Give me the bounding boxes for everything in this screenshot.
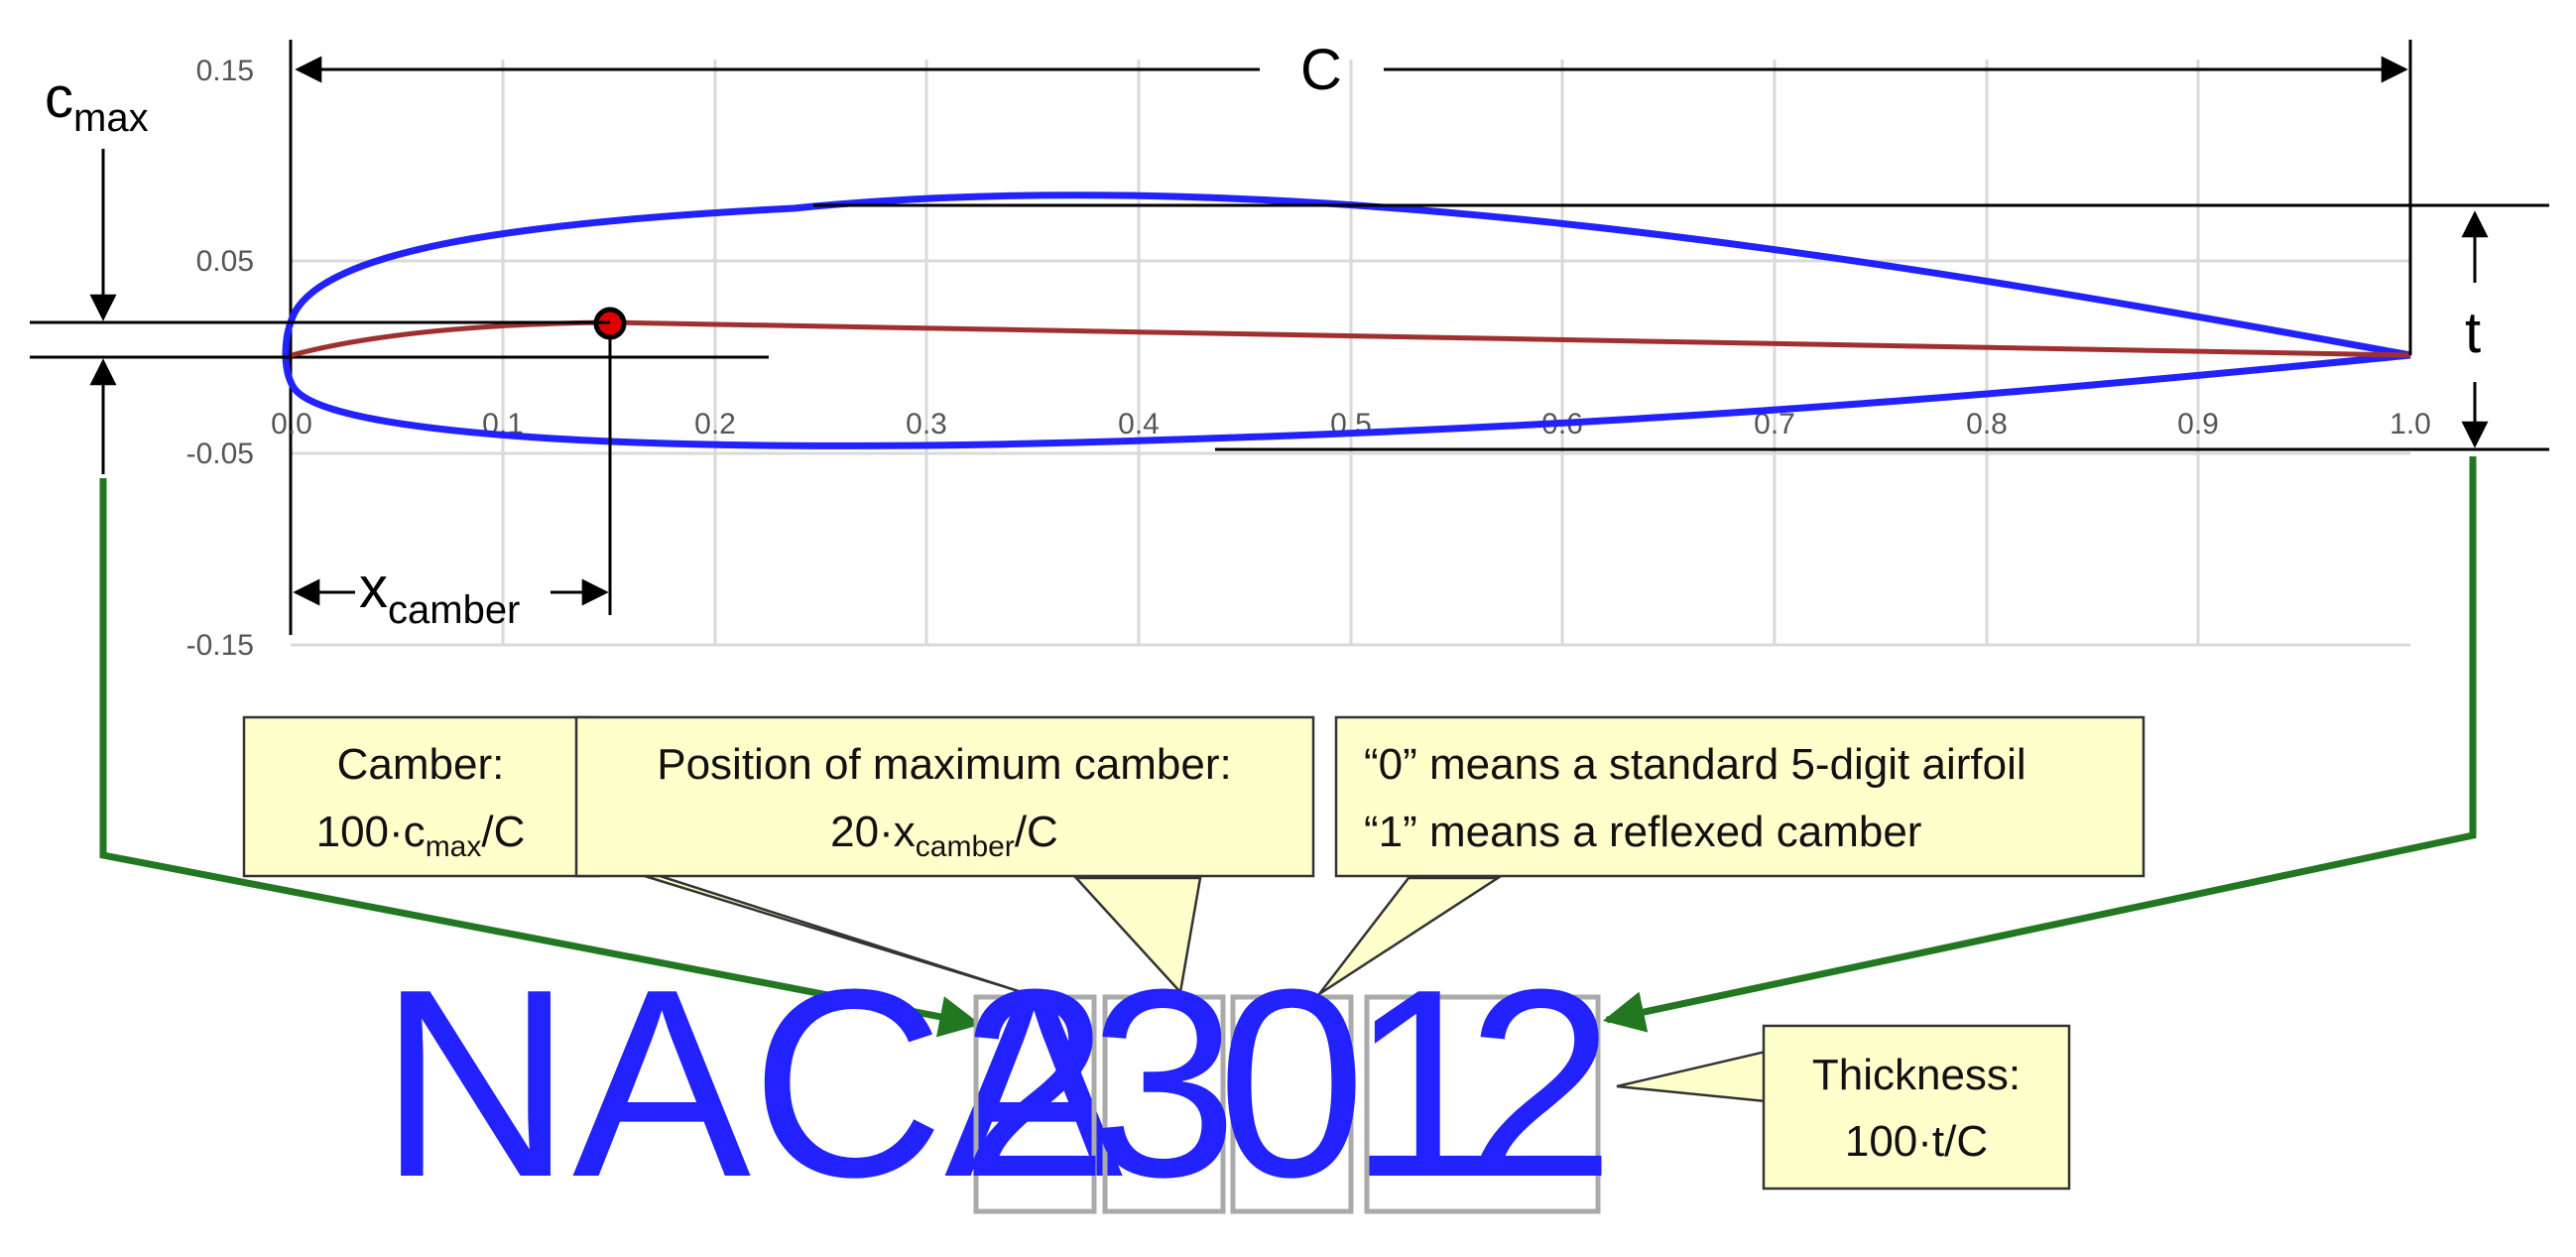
x-tick-label: 0.3 bbox=[906, 408, 947, 440]
naca-designation: NACA 2 3 0 1 2 bbox=[379, 935, 1615, 1233]
callout-camber: Camber: 100·cmax/C bbox=[242, 715, 600, 878]
x-tick-label: 1.0 bbox=[2390, 408, 2431, 440]
y-tick-label: 0.05 bbox=[196, 245, 254, 278]
xcamber-main: x bbox=[359, 556, 388, 620]
x-tick-label: 0.0 bbox=[271, 408, 312, 440]
digit-box bbox=[1230, 994, 1354, 1214]
callout-position: Position of maximum camber: 20·xcamber/C bbox=[574, 715, 1315, 878]
callout-reflex-line2: “1” means a reflexed camber bbox=[1364, 808, 1921, 856]
digit-thickness-2: 2 bbox=[1466, 935, 1615, 1233]
plot-grid bbox=[291, 60, 2410, 647]
callout-camber-box bbox=[242, 715, 600, 878]
chord-label: C bbox=[1300, 38, 1342, 102]
callout-thickness-box bbox=[1762, 1024, 2071, 1191]
y-tick-label: 0.15 bbox=[196, 55, 254, 87]
digit-reflex: 0 bbox=[1217, 935, 1366, 1233]
xcamber-label: xcamber bbox=[359, 556, 520, 632]
callout-position-line1: Position of maximum camber: bbox=[657, 740, 1232, 789]
x-tick-label: 0.2 bbox=[694, 408, 736, 440]
callout-position-line2: 20·xcamber/C bbox=[830, 808, 1058, 863]
callout-reflex-line1: “0” means a standard 5-digit airfoil bbox=[1364, 740, 2026, 789]
relation-arrows bbox=[99, 456, 2477, 1038]
xcamber-sub: camber bbox=[388, 588, 520, 632]
digit-thickness-1: 1 bbox=[1349, 935, 1498, 1233]
callout-thickness-line1: Thickness: bbox=[1812, 1051, 2021, 1099]
cmax-label: cmax bbox=[45, 65, 149, 140]
y-axis-ticks: 0.15 0.05 -0.05 -0.15 bbox=[186, 55, 254, 662]
airfoil-outline bbox=[282, 191, 2411, 449]
x-tick-label: 0.4 bbox=[1118, 408, 1160, 440]
callout-position-box bbox=[574, 715, 1315, 878]
callout-thickness: Thickness: 100·t/C bbox=[1762, 1024, 2071, 1191]
callout-thickness-line2: 100·t/C bbox=[1845, 1117, 1988, 1166]
callout-reflex: “0” means a standard 5-digit airfoil “1”… bbox=[1334, 715, 2146, 878]
dimension-lines bbox=[30, 40, 2549, 615]
digit-position: 3 bbox=[1089, 935, 1238, 1233]
callout-camber-line1: Camber: bbox=[337, 740, 505, 789]
thickness-label: t bbox=[2465, 301, 2481, 365]
digit-box bbox=[1102, 994, 1226, 1214]
x-axis-ticks: 0.0 0.1 0.2 0.3 0.4 0.5 0.6 0.7 0.8 0.9 … bbox=[271, 408, 2431, 440]
callout-camber-line2: 100·cmax/C bbox=[316, 808, 526, 863]
digit-box bbox=[1364, 994, 1601, 1214]
cmax-main: c bbox=[45, 65, 73, 130]
plot-axes bbox=[289, 40, 769, 635]
x-tick-label: 0.9 bbox=[2177, 408, 2219, 440]
digit-box bbox=[973, 994, 1097, 1214]
y-tick-label: -0.05 bbox=[186, 438, 254, 470]
callout-reflex-box bbox=[1334, 715, 2146, 878]
y-tick-label: -0.15 bbox=[186, 629, 254, 662]
x-tick-label: 0.8 bbox=[1966, 408, 2008, 440]
digit-camber: 2 bbox=[960, 935, 1109, 1233]
naca-prefix: NACA bbox=[379, 935, 1124, 1233]
cmax-sub: max bbox=[73, 96, 149, 140]
